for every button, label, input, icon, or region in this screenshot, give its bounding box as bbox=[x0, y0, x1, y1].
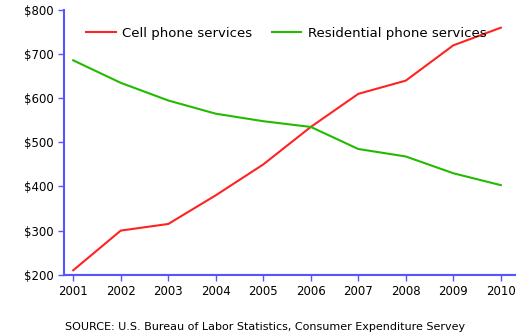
Text: SOURCE: U.S. Bureau of Labor Statistics, Consumer Expenditure Servey: SOURCE: U.S. Bureau of Labor Statistics,… bbox=[65, 322, 466, 332]
Legend: Cell phone services, Residential phone services: Cell phone services, Residential phone s… bbox=[84, 24, 489, 43]
